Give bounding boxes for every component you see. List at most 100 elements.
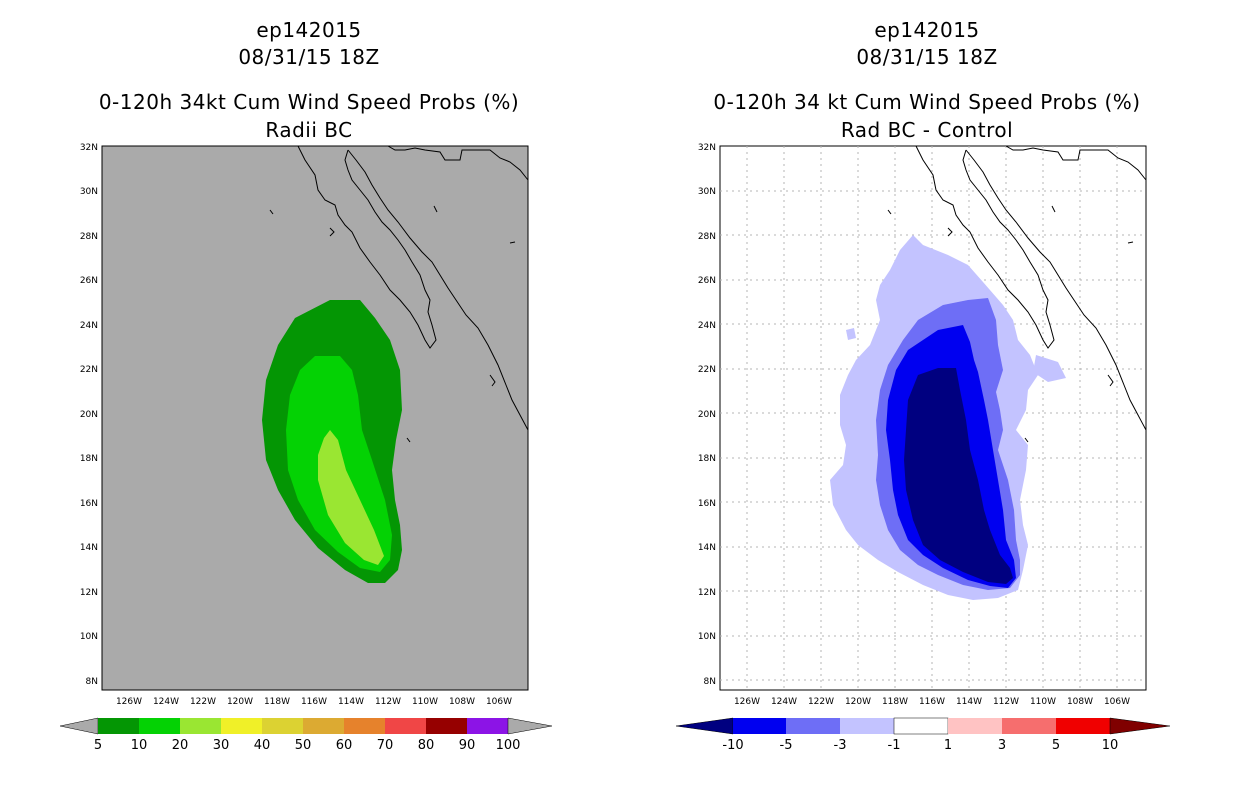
diff-neg1-island (1033, 355, 1066, 382)
lon-label-120W: 120W (227, 697, 253, 707)
storm-id-title: ep142015 (874, 18, 980, 42)
lon-label-106W: 106W (486, 697, 512, 707)
lon-label-110W: 110W (412, 697, 438, 707)
lat-label-20N: 20N (698, 410, 716, 420)
lat-label-30N: 30N (80, 187, 98, 197)
lat-label-16N: 16N (80, 499, 98, 509)
colorbar-label: 3 (998, 738, 1006, 753)
lat-label-32N: 32N (698, 143, 716, 153)
lat-label-18N: 18N (698, 454, 716, 464)
colorbar-swatch-neg10 (733, 718, 786, 734)
lon-axis: 126W 124W 122W 120W 118W 116W 114W 112W … (116, 697, 512, 707)
lon-axis: 126W 124W 122W 120W 118W 116W 114W 112W … (734, 697, 1130, 707)
lat-label-28N: 28N (80, 232, 98, 242)
colorbar-swatch-5 (1056, 718, 1110, 734)
left-map-svg: 32N 30N 28N 26N 24N 22N 20N 18N 16N 14N … (59, 143, 553, 753)
lon-label-120W: 120W (845, 697, 871, 707)
colorbar-swatch-50 (303, 718, 344, 734)
colorbar-label: 30 (213, 738, 230, 753)
lat-label-14N: 14N (80, 543, 98, 553)
colorbar-swatch-90 (467, 718, 508, 734)
colorbar-swatch-3 (1002, 718, 1056, 734)
lat-label-24N: 24N (80, 321, 98, 331)
lat-label-12N: 12N (80, 588, 98, 598)
colorbar-label: 40 (254, 738, 271, 753)
lon-label-126W: 126W (116, 697, 142, 707)
colorbar-swatch-40 (262, 718, 303, 734)
lon-label-118W: 118W (882, 697, 908, 707)
colorbar-swatch-1 (948, 718, 1002, 734)
storm-id-title: ep142015 (256, 18, 362, 42)
colorbar-swatch-70 (385, 718, 426, 734)
experiment-title: Radii BC (265, 118, 353, 142)
right-colorbar: -10 -5 -3 -1 1 3 5 10 (675, 717, 1171, 753)
lon-label-116W: 116W (301, 697, 327, 707)
colorbar-swatch-5 (98, 718, 139, 734)
lon-label-122W: 122W (190, 697, 216, 707)
colorbar-label: -10 (722, 738, 743, 753)
colorbar-swatch-20 (180, 718, 221, 734)
lon-label-114W: 114W (956, 697, 982, 707)
lon-label-108W: 108W (449, 697, 475, 707)
experiment-title: Rad BC - Control (840, 118, 1014, 142)
lat-axis: 32N 30N 28N 26N 24N 22N 20N 18N 16N 14N … (698, 143, 716, 687)
colorbar-high-arrow (1109, 717, 1171, 735)
lon-label-114W: 114W (338, 697, 364, 707)
colorbar-label: 10 (1102, 738, 1119, 753)
colorbar-label: -3 (834, 738, 847, 753)
lon-label-116W: 116W (919, 697, 945, 707)
colorbar-swatch-neg1 (893, 717, 949, 735)
colorbar-swatch-neg5 (786, 718, 840, 734)
colorbar-swatch-80 (426, 718, 467, 734)
colorbar-label: -1 (888, 738, 901, 753)
colorbar-label: 100 (496, 738, 521, 753)
lat-label-28N: 28N (698, 232, 716, 242)
lat-label-22N: 22N (80, 365, 98, 375)
lon-label-108W: 108W (1067, 697, 1093, 707)
lat-label-20N: 20N (80, 410, 98, 420)
lon-label-112W: 112W (993, 697, 1019, 707)
lat-label-10N: 10N (698, 632, 716, 642)
colorbar-label: 90 (459, 738, 476, 753)
right-map-panel: ep142015 08/31/15 18Z 0-120h 34 kt Cum W… (618, 0, 1236, 800)
colorbar-high-arrow (507, 717, 553, 735)
lat-label-16N: 16N (698, 499, 716, 509)
lon-label-110W: 110W (1030, 697, 1056, 707)
lat-label-26N: 26N (698, 276, 716, 286)
lon-label-124W: 124W (771, 697, 797, 707)
colorbar-label: -5 (780, 738, 793, 753)
lat-label-10N: 10N (80, 632, 98, 642)
colorbar-low-arrow (59, 717, 99, 735)
colorbar-label: 60 (336, 738, 353, 753)
colorbar-label: 10 (131, 738, 148, 753)
lon-label-122W: 122W (808, 697, 834, 707)
lat-label-22N: 22N (698, 365, 716, 375)
colorbar-label: 5 (94, 738, 102, 753)
colorbar-low-arrow (675, 717, 734, 735)
colorbar-label: 1 (944, 738, 952, 753)
lon-label-112W: 112W (375, 697, 401, 707)
colorbar-label: 70 (377, 738, 394, 753)
colorbar-swatch-neg3 (840, 718, 894, 734)
lat-label-24N: 24N (698, 321, 716, 331)
colorbar-label: 20 (172, 738, 189, 753)
lat-label-8N: 8N (704, 677, 716, 687)
left-colorbar: 5 10 20 30 40 50 60 70 80 90 100 (59, 717, 553, 753)
product-title: 0-120h 34kt Cum Wind Speed Probs (%) (98, 90, 520, 114)
product-title: 0-120h 34 kt Cum Wind Speed Probs (%) (713, 90, 1141, 114)
lat-label-18N: 18N (80, 454, 98, 464)
colorbar-label: 50 (295, 738, 312, 753)
lat-label-14N: 14N (698, 543, 716, 553)
colorbar-swatch-10 (139, 718, 180, 734)
lat-label-32N: 32N (80, 143, 98, 153)
colorbar-label: 80 (418, 738, 435, 753)
colorbar-swatch-30 (221, 718, 262, 734)
lat-label-12N: 12N (698, 588, 716, 598)
coastline (887, 145, 1147, 443)
lon-label-124W: 124W (153, 697, 179, 707)
prob-20-contour (318, 430, 384, 565)
diff-neg10-contour (904, 368, 1013, 584)
lat-label-26N: 26N (80, 276, 98, 286)
datetime-title: 08/31/15 18Z (238, 45, 380, 69)
right-map-svg: 32N 30N 28N 26N 24N 22N 20N 18N 16N 14N … (675, 143, 1171, 753)
